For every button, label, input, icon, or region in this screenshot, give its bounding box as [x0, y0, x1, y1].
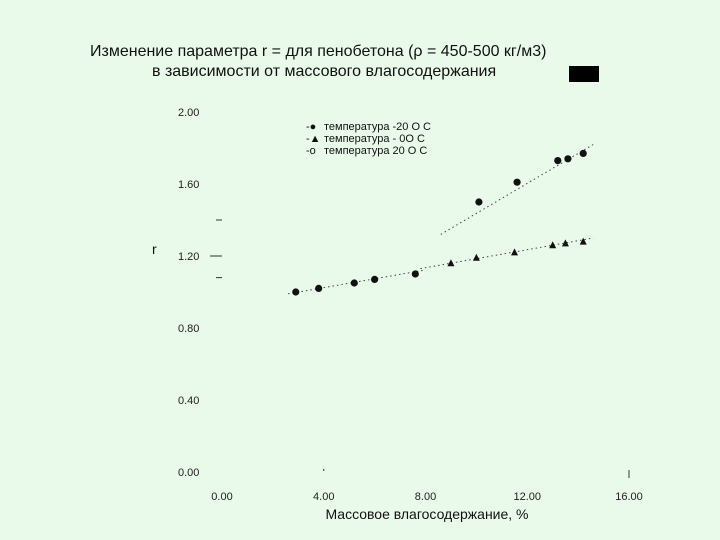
chart-title-line1: Изменение параметра r = для пенобетона (…: [90, 43, 547, 60]
y-tick-label: 1.20: [178, 251, 199, 263]
data-point-series-3: [371, 275, 379, 283]
data-point-series-3: [315, 284, 323, 292]
data-point-series-1: [579, 149, 587, 157]
chart-title: Изменение параметра r = для пенобетона (…: [90, 42, 546, 82]
x-tick-label: 8.00: [415, 491, 436, 503]
legend-entry-label: температура - 0О С: [324, 133, 425, 145]
y-tick-label: 1.60: [178, 179, 199, 191]
x-tick-label: 0.00: [211, 491, 232, 503]
data-point-series-2: [549, 241, 557, 249]
redaction-box: [569, 66, 599, 82]
data-point-series-1: [554, 157, 562, 165]
data-point-series-2: [511, 248, 519, 256]
trend-line: [420, 237, 594, 270]
data-point-series-2: [447, 259, 455, 267]
x-tick-label: 4.00: [313, 491, 334, 503]
data-point-series-1: [475, 198, 483, 206]
data-point-series-3: [292, 288, 300, 296]
data-point-series-1: [513, 178, 521, 186]
data-point-series-2: [561, 239, 569, 247]
chart-title-line2: в зависимости от массового влагосодержан…: [152, 63, 497, 80]
data-point-series-2: [472, 253, 480, 261]
data-point-series-3: [411, 270, 419, 278]
x-tick-label: 16.00: [615, 491, 643, 503]
legend-entry-label: температура -20 О С: [324, 121, 431, 133]
y-tick-label: 2.00: [178, 107, 199, 119]
legend-symbol: -●: [306, 121, 316, 133]
legend-symbol: -o: [306, 145, 316, 157]
data-point-series-1: [564, 155, 572, 163]
data-point-series-2: [579, 237, 587, 245]
legend-symbol: -▲: [306, 133, 321, 145]
legend-entry-label: температура 20 О С: [324, 145, 427, 157]
y-tick-label: 0.00: [178, 467, 199, 479]
x-axis-label: Массовое влагосодержание, %: [325, 506, 528, 522]
x-tick-label: 12.00: [513, 491, 541, 503]
data-point-series-3: [350, 279, 358, 287]
y-tick-label: 0.80: [178, 323, 199, 335]
y-axis-label: r: [152, 241, 157, 257]
y-tick-label: 0.40: [178, 395, 199, 407]
